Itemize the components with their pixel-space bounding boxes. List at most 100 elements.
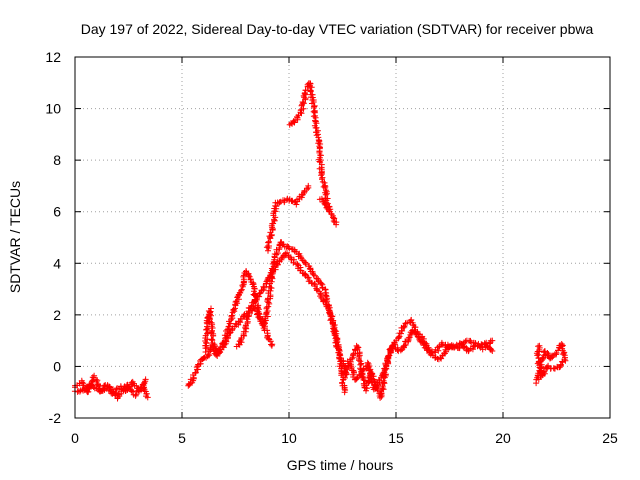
- data-point: [384, 357, 391, 364]
- data-point: [316, 158, 323, 165]
- x-tick-label: 25: [602, 430, 618, 446]
- data-point: [488, 346, 495, 353]
- data-point: [401, 323, 408, 330]
- data-point: [286, 245, 293, 252]
- data-point: [238, 286, 245, 293]
- axis-ticks: 0 5 10 15 20 25 -2 0 2 4 6 8 10 12: [45, 49, 618, 446]
- data-point: [319, 178, 326, 185]
- data-point: [268, 342, 275, 349]
- data-point: [386, 352, 393, 359]
- series-seg-e: [233, 305, 276, 350]
- data-point: [274, 250, 281, 257]
- data-point: [90, 384, 97, 390]
- data-point: [380, 386, 387, 393]
- data-point: [361, 377, 368, 384]
- y-tick-label: 10: [45, 101, 61, 117]
- x-tick-label: 15: [388, 430, 404, 446]
- data-point: [132, 391, 139, 398]
- data-point: [319, 176, 325, 183]
- data-point: [326, 208, 333, 215]
- data-point: [265, 238, 272, 245]
- data-point: [323, 204, 330, 211]
- data-point: [215, 347, 222, 354]
- y-tick-label: 4: [53, 255, 61, 271]
- y-tick-label: 12: [45, 49, 61, 65]
- data-point: [435, 347, 442, 354]
- data-point: [329, 313, 336, 320]
- data-point: [489, 347, 496, 354]
- data-point: [301, 89, 308, 96]
- series-seg-i: [341, 316, 496, 401]
- data-point: [448, 343, 455, 350]
- data-point: [247, 276, 254, 283]
- data-point: [288, 256, 295, 262]
- data-point: [537, 365, 544, 372]
- data-point: [478, 343, 485, 350]
- data-point: [358, 360, 365, 367]
- series-seg-k: [533, 341, 569, 387]
- data-point: [363, 385, 370, 392]
- data-point: [399, 327, 406, 334]
- data-point: [322, 201, 329, 208]
- data-point: [330, 214, 336, 221]
- data-point: [336, 355, 343, 362]
- data-point: [209, 325, 216, 331]
- data-point: [294, 261, 301, 268]
- data-point: [142, 376, 149, 383]
- data-point: [331, 219, 338, 226]
- data-point: [192, 369, 199, 376]
- data-point: [310, 271, 317, 278]
- data-point: [245, 272, 252, 279]
- series-seg-g: [286, 80, 340, 228]
- data-point: [562, 357, 569, 364]
- series-seg-d: [202, 239, 349, 396]
- series-seg-j: [344, 327, 496, 393]
- data-point: [334, 336, 341, 343]
- data-point: [263, 304, 270, 311]
- data-point: [256, 315, 263, 321]
- y-tick-label: 6: [53, 204, 61, 220]
- data-point: [304, 185, 310, 192]
- data-point: [405, 334, 412, 341]
- data-point: [144, 394, 151, 401]
- data-point: [306, 265, 313, 272]
- data-point: [401, 342, 408, 349]
- data-point: [275, 261, 281, 268]
- y-tick-label: 8: [53, 152, 61, 168]
- data-point: [107, 386, 114, 393]
- x-axis-label: GPS time / hours: [287, 457, 394, 473]
- data-series: [71, 80, 569, 402]
- data-point: [341, 389, 348, 396]
- data-point: [128, 387, 135, 394]
- data-point: [238, 287, 245, 294]
- data-point: [260, 283, 267, 290]
- data-point: [559, 358, 566, 365]
- data-point: [356, 357, 362, 364]
- data-point: [358, 370, 365, 377]
- data-point: [325, 302, 332, 308]
- data-point: [232, 299, 239, 305]
- data-point: [228, 312, 235, 319]
- y-tick-label: 0: [53, 358, 61, 374]
- data-point: [321, 200, 328, 207]
- data-point: [308, 84, 315, 91]
- data-point: [489, 337, 496, 344]
- grid-lines: [75, 57, 610, 418]
- data-point: [342, 369, 349, 376]
- data-point: [385, 353, 391, 360]
- y-tick-label: 2: [53, 307, 61, 323]
- data-point: [559, 342, 566, 349]
- x-tick-label: 10: [281, 430, 297, 446]
- data-point: [293, 201, 300, 208]
- data-point: [106, 383, 112, 390]
- data-point: [305, 182, 312, 189]
- data-point: [379, 370, 386, 377]
- x-tick-label: 0: [71, 430, 79, 446]
- series-seg-f: [263, 182, 312, 254]
- data-point: [193, 364, 200, 371]
- x-tick-label: 20: [495, 430, 511, 446]
- data-point: [308, 279, 315, 286]
- series-seg-h: [316, 195, 333, 215]
- data-point: [356, 352, 363, 359]
